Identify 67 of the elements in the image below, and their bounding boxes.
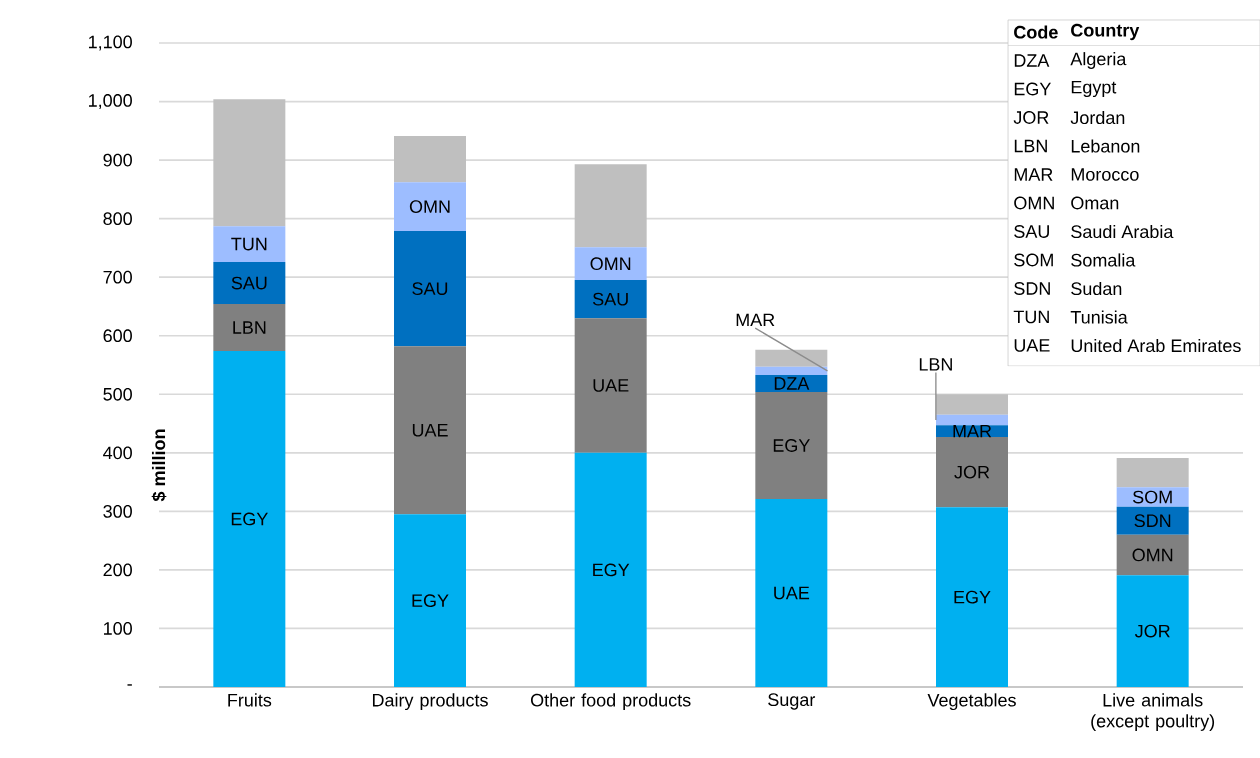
x-tick-label: Live animals (except poultry) [1091, 693, 1215, 731]
annotation: UAE [1014, 339, 1050, 352]
data-label: OMN [409, 200, 450, 214]
data-label: LBN [919, 358, 952, 371]
data-label: UAE [412, 423, 448, 437]
annotation: Algeria [1070, 52, 1127, 69]
x-tick-label: Dairy products [372, 693, 488, 711]
data-label: MAR [953, 424, 992, 438]
y-tick-label: 1,100 [88, 35, 132, 51]
annotation: SDN [1014, 282, 1050, 295]
data-label: JOR [1134, 624, 1170, 638]
y-tick-label: - [127, 684, 132, 686]
data-label: JOR [954, 465, 990, 479]
annotation: SOM [1014, 253, 1053, 267]
x-tick-label: Vegetables [927, 693, 1016, 711]
annotation: Egypt [1071, 80, 1117, 98]
data-label: SDN [1134, 514, 1171, 528]
annotation: LBN [1014, 139, 1047, 153]
y-tick-label: 700 [103, 270, 132, 284]
data-label: TUN [231, 237, 267, 251]
text: Country [1071, 23, 1140, 41]
data-label: LBN [233, 321, 266, 334]
annotation: EGY [1014, 82, 1051, 96]
y-tick-label: 200 [103, 563, 132, 577]
data-label: OMN [590, 257, 631, 271]
data-label: SAU [592, 292, 628, 306]
y-tick-label: 100 [104, 622, 132, 635]
annotation: Morocco [1071, 168, 1139, 181]
y-tick-label: 300 [103, 504, 132, 518]
annotation: Jordan [1070, 110, 1125, 125]
y-tick-label: 1,000 [88, 94, 132, 109]
x-tick-label: Fruits [228, 693, 272, 707]
data-label: EGY [954, 590, 991, 604]
data-label: EGY [593, 563, 630, 577]
data-label: SOM [1132, 490, 1172, 504]
data-label: EGY [773, 439, 810, 452]
y-tick-label: 400 [103, 446, 132, 460]
annotation: OMN [1014, 196, 1054, 210]
data-label: OMN [1132, 548, 1173, 562]
annotation: SAU [1014, 225, 1049, 238]
annotation: TUN [1013, 310, 1049, 324]
data-label: SAU [412, 282, 448, 295]
annotation: Tunisia [1070, 310, 1128, 324]
annotation: MAR [1014, 168, 1053, 181]
data-label: EGY [231, 512, 268, 526]
y-tick-label: 600 [103, 329, 132, 343]
annotation: Oman [1071, 196, 1119, 210]
data-label: MAR [736, 313, 775, 327]
data-label: UAE [774, 586, 810, 600]
annotation: Somalia [1071, 253, 1136, 267]
x-tick-label: Other food products [530, 693, 691, 711]
data-label: UAE [593, 379, 629, 392]
annotation: Lebanon [1071, 139, 1140, 153]
data-label: SAU [231, 276, 267, 290]
annotation: United Arab Emirates [1071, 338, 1241, 353]
data-label: EGY [412, 594, 449, 608]
annotation: Saudi Arabia [1071, 224, 1174, 239]
y-tick-label: 800 [103, 212, 132, 226]
y-axis-title: $ million [151, 429, 167, 502]
y-tick-label: 900 [103, 153, 132, 167]
y-tick-label: 500 [103, 387, 132, 401]
data-label: DZA [774, 377, 810, 390]
annotation: Sudan [1071, 281, 1122, 296]
annotation: JOR [1013, 111, 1049, 124]
x-tick-label: Sugar [768, 693, 816, 710]
annotation: DZA [1014, 54, 1050, 67]
text: Code [1014, 25, 1058, 39]
